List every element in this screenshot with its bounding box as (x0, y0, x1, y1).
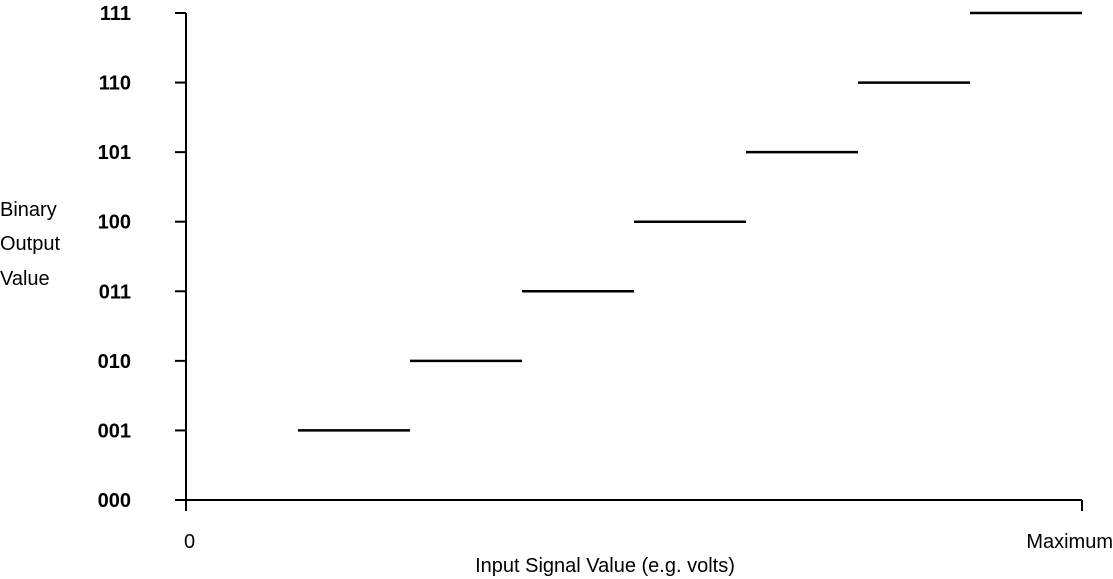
y-tick-label: 100 (98, 212, 131, 234)
series-steps (298, 11, 1082, 432)
y-axis-label-line-1: Binary (0, 199, 57, 221)
y-axis-label-line-2: Output (0, 233, 60, 255)
y-tick-label: 101 (98, 142, 131, 164)
y-axis-label: Binary Output Value (0, 199, 60, 290)
y-tick-label: 111 (100, 3, 131, 25)
x-axis-ticks: 0 Maximum (184, 500, 1113, 553)
x-tick-label: 0 (184, 531, 195, 553)
y-tick-label: 011 (99, 281, 131, 303)
y-tick-label: 001 (98, 420, 131, 442)
y-axis-ticks: 000 001 010 011 100 101 110 111 (98, 3, 186, 512)
axes (185, 13, 1082, 501)
y-tick-label: 010 (98, 351, 131, 373)
y-tick-label: 110 (99, 73, 131, 95)
x-tick-label: Maximum (1026, 531, 1113, 553)
y-axis-label-line-3: Value (0, 268, 50, 290)
y-tick-label: 000 (98, 490, 131, 512)
x-axis-label: Input Signal Value (e.g. volts) (475, 555, 735, 577)
